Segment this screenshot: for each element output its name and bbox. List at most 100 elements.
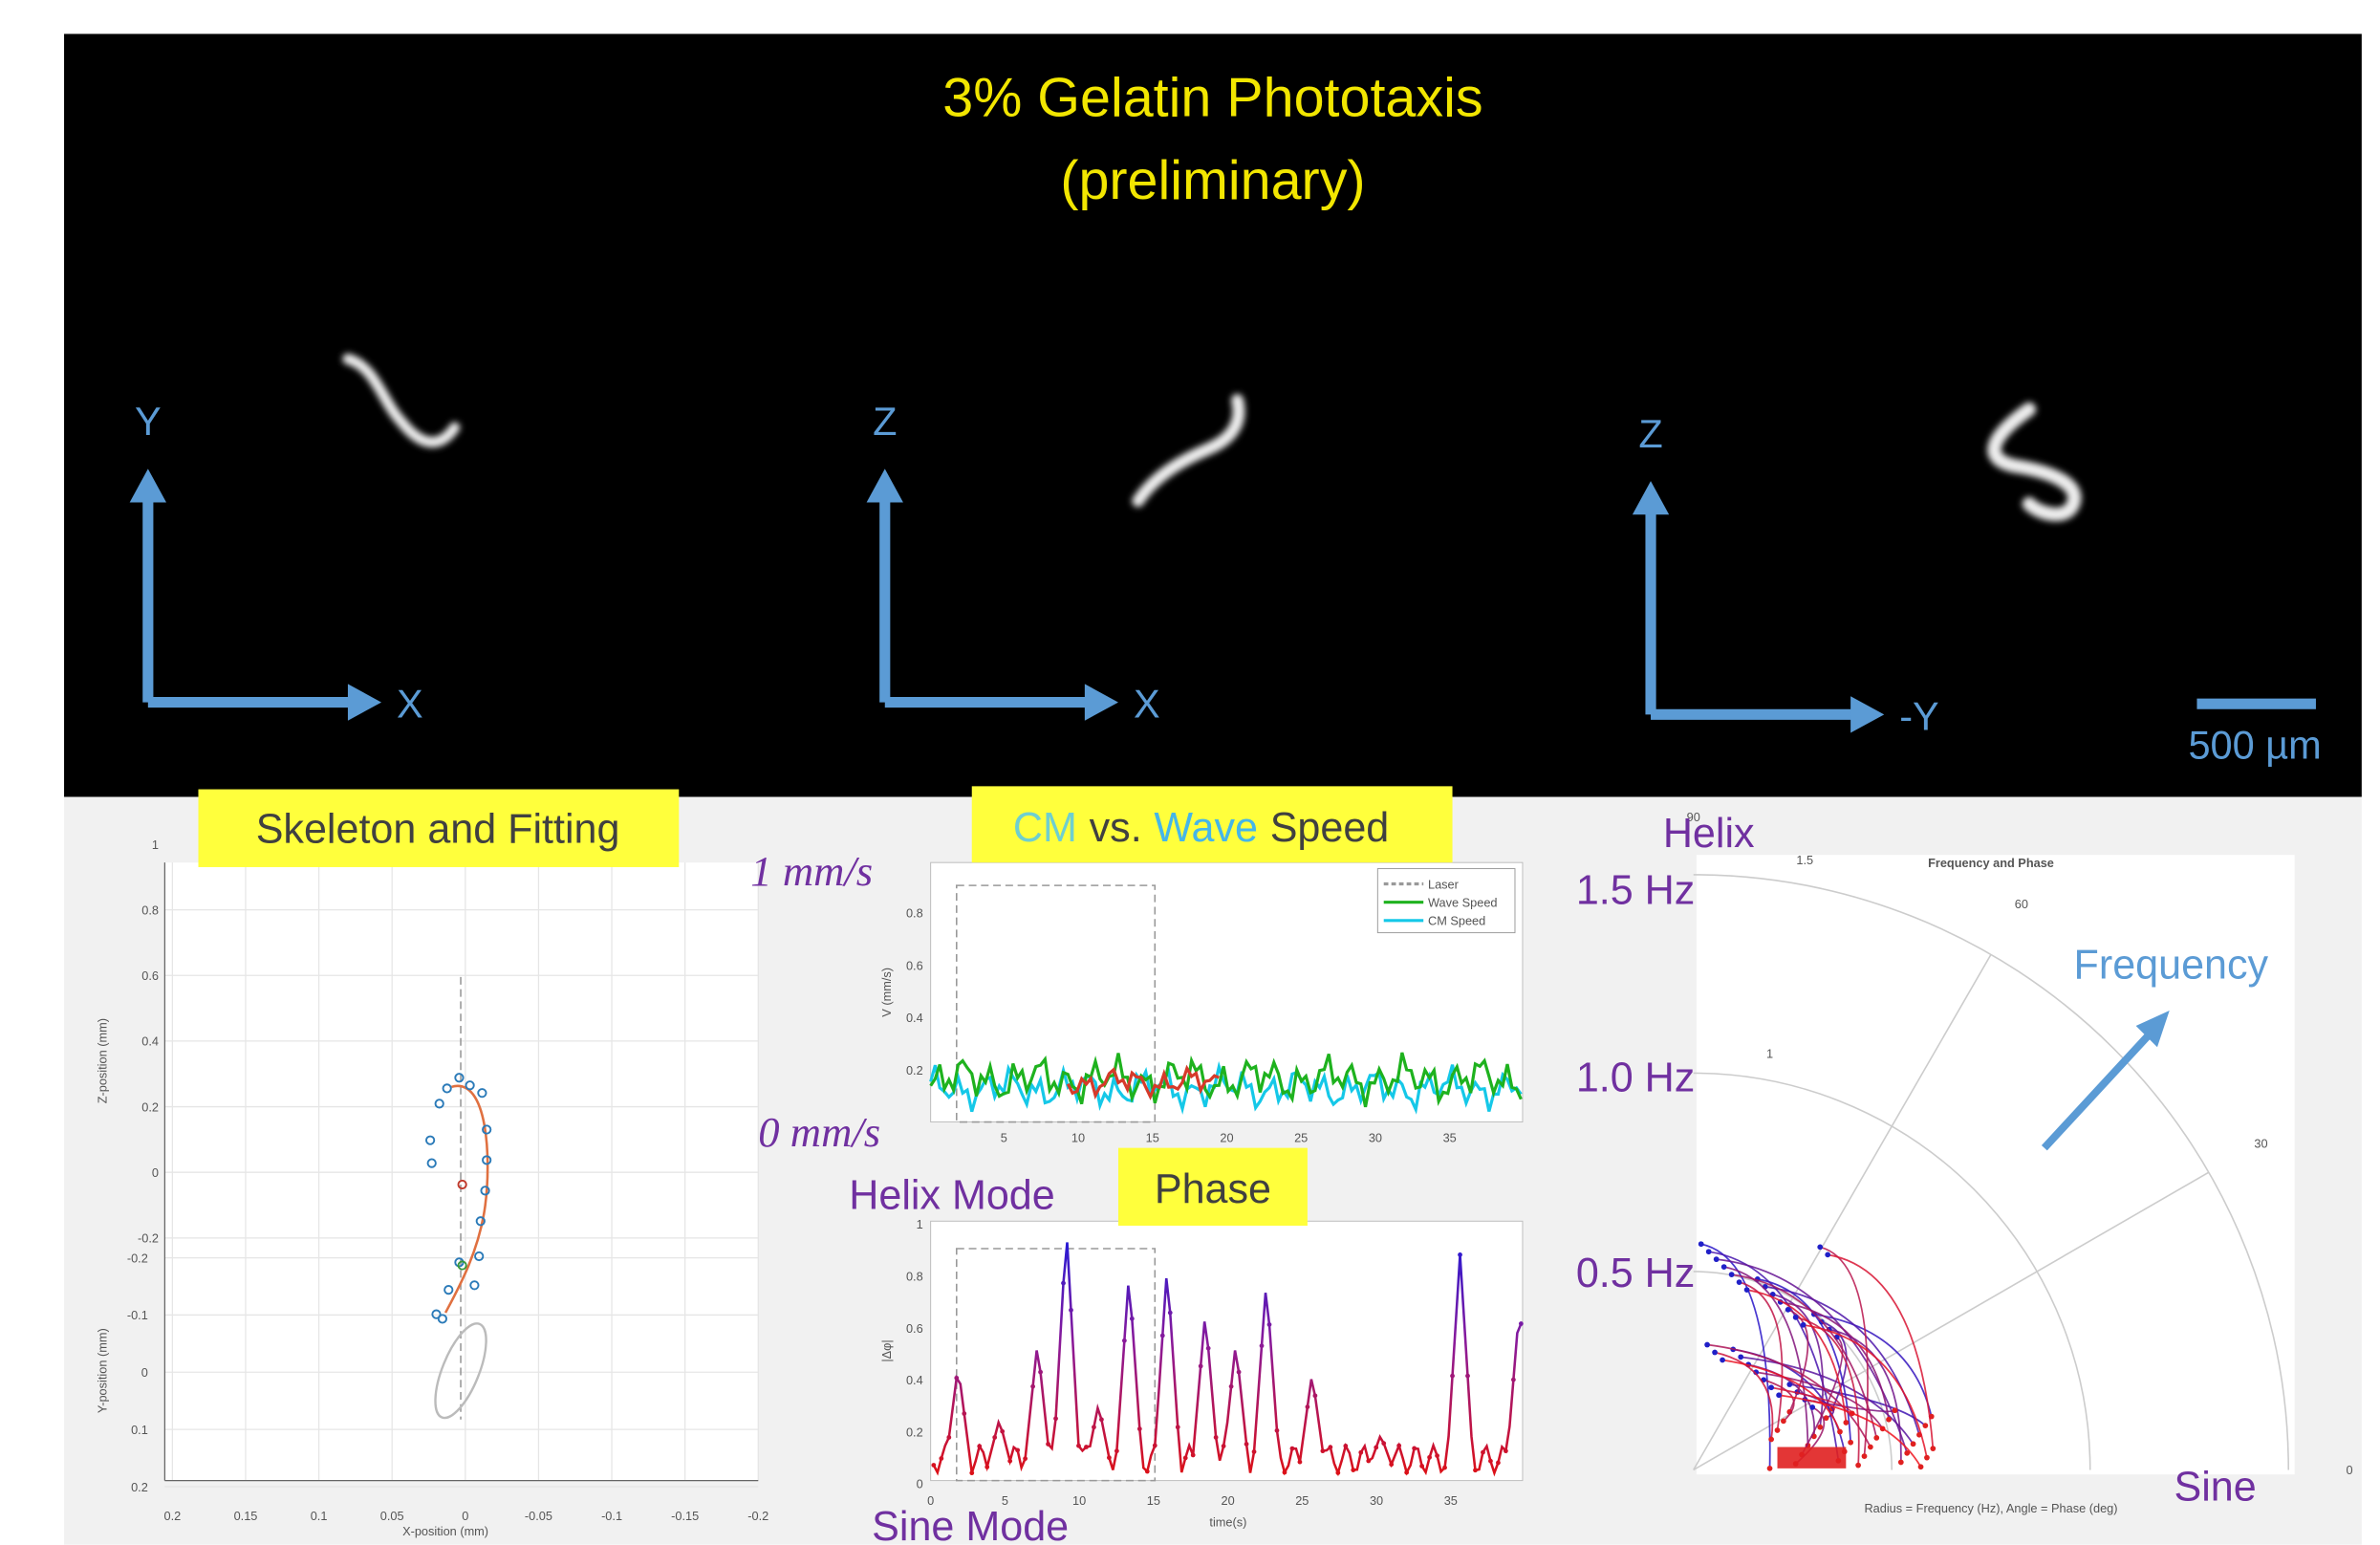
frequency-level: 1.0 Hz	[1576, 1055, 1696, 1101]
phase-dot	[1374, 1446, 1378, 1450]
radius-tick-label: 1	[1766, 1046, 1773, 1060]
y-tick-label: -0.2	[127, 1251, 148, 1265]
trajectory-dot	[1868, 1445, 1873, 1450]
panel-label: Phase	[1155, 1166, 1271, 1212]
label-part: CM	[1013, 805, 1077, 851]
frequency-level: 1.5 Hz	[1576, 867, 1696, 913]
phase-dot	[1473, 1468, 1478, 1472]
trajectory-dot	[1698, 1241, 1704, 1247]
axis-letter: X	[1134, 682, 1160, 727]
phase-dot	[946, 1435, 951, 1440]
trajectory-dot	[1930, 1446, 1936, 1451]
trajectory-dot	[1704, 1342, 1710, 1348]
trajectory-dot	[1767, 1466, 1773, 1471]
trajectory-dot	[1775, 1427, 1781, 1433]
phase-dot	[1076, 1444, 1081, 1448]
y-tick-label: 1	[152, 838, 159, 852]
y-tick-label: 0.2	[131, 1480, 148, 1494]
phase-dot	[1191, 1453, 1196, 1458]
phase-dot	[1328, 1445, 1332, 1449]
phase-dot	[1312, 1393, 1317, 1398]
axis-letter: -Y	[1899, 693, 1939, 738]
trajectory-dot	[1918, 1464, 1924, 1469]
helix-label: Helix	[1663, 811, 1755, 857]
y-tick-label: 0	[152, 1165, 159, 1180]
frequency-label: Frequency	[2074, 942, 2269, 988]
phase-dot	[1229, 1384, 1234, 1389]
trajectory-dot	[1825, 1252, 1830, 1258]
phase-dot	[1298, 1460, 1303, 1465]
phase-dot	[954, 1376, 959, 1381]
phase-dot	[1122, 1338, 1127, 1343]
trajectory-dot	[1785, 1307, 1791, 1313]
x-tick-label: 0.1	[311, 1509, 328, 1523]
phase-dot	[1114, 1448, 1119, 1453]
x-tick-label: -0.1	[601, 1509, 622, 1523]
x-tick-label: 25	[1294, 1130, 1308, 1144]
axis-label: Y-position (mm)	[96, 1328, 110, 1413]
x-tick-label: 35	[1444, 1493, 1458, 1508]
x-tick-label: 0.05	[380, 1509, 404, 1523]
phase-dot	[1504, 1448, 1508, 1453]
y-tick-label: -0.2	[138, 1231, 159, 1246]
y-tick-label: 0.6	[906, 958, 923, 972]
phase-dot	[1069, 1308, 1073, 1313]
x-tick-label: -0.05	[525, 1509, 552, 1523]
phase-dot	[1046, 1442, 1050, 1447]
x-tick-label: 30	[1370, 1493, 1383, 1508]
y-tick-label: 0.2	[906, 1425, 923, 1439]
y-tick-label: 0.4	[141, 1034, 159, 1049]
y-tick-label: 0.6	[906, 1321, 923, 1336]
x-tick-label: 10	[1071, 1130, 1085, 1144]
axis-label: |Δφ|	[879, 1339, 894, 1361]
phase-dot	[1061, 1281, 1066, 1286]
x-tick-label: -0.15	[671, 1509, 699, 1523]
phase-dot	[1222, 1444, 1226, 1448]
trajectory-dot	[1886, 1417, 1892, 1423]
phase-dot	[1351, 1468, 1355, 1472]
phase-dot	[1419, 1464, 1424, 1469]
phase-dot	[1267, 1322, 1272, 1327]
trajectory-dot	[1862, 1453, 1868, 1459]
phase-dot	[969, 1470, 974, 1475]
angle-tick-label: 0	[2347, 1463, 2353, 1477]
y-tick-label: 0.4	[906, 1373, 923, 1387]
phase-dot	[1412, 1447, 1417, 1451]
phase-dot	[931, 1463, 936, 1468]
phase-dot	[1130, 1317, 1135, 1321]
phase-dot	[992, 1435, 997, 1440]
trajectory-dot	[1706, 1249, 1712, 1254]
trajectory-dot	[1712, 1350, 1718, 1356]
phase-dot	[1335, 1470, 1340, 1475]
trajectory-dot	[1893, 1407, 1898, 1413]
x-tick-label: 25	[1295, 1493, 1309, 1508]
phase-dot	[1160, 1334, 1165, 1338]
phase-dot	[1030, 1384, 1035, 1389]
phase-dot	[1366, 1459, 1371, 1464]
x-tick-label: 35	[1443, 1130, 1457, 1144]
x-tick-label: 5	[1001, 1130, 1007, 1144]
phase-dot	[1427, 1455, 1432, 1460]
sine-label: Sine	[2174, 1464, 2256, 1510]
label-part: Wave	[1154, 805, 1258, 851]
y-tick-label: 0	[917, 1477, 923, 1491]
trajectory-dot	[1721, 1264, 1727, 1270]
phase-dot	[1450, 1374, 1455, 1379]
trajectory-dot	[1855, 1463, 1861, 1469]
axis-letter: Z	[873, 399, 897, 444]
phase-dot	[1023, 1456, 1028, 1461]
angle-tick-label: 30	[2254, 1137, 2267, 1151]
angle-tick-label: 60	[2015, 897, 2028, 911]
trajectory-dot	[1837, 1429, 1843, 1435]
trajectory-dot	[1714, 1256, 1720, 1262]
phase-dot	[1458, 1252, 1462, 1257]
phase-dot	[1252, 1449, 1257, 1454]
phase-dot	[1206, 1346, 1211, 1351]
phase-dot	[1000, 1429, 1005, 1434]
trajectory-dot	[1817, 1245, 1823, 1251]
helix-mode-label: Helix Mode	[849, 1173, 1054, 1219]
x-tick-label: 0.15	[234, 1509, 258, 1523]
speed-bottom-label: 0 mm/s	[758, 1108, 880, 1156]
phase-dot	[1244, 1442, 1249, 1447]
axis-label: Z-position (mm)	[96, 1018, 110, 1103]
